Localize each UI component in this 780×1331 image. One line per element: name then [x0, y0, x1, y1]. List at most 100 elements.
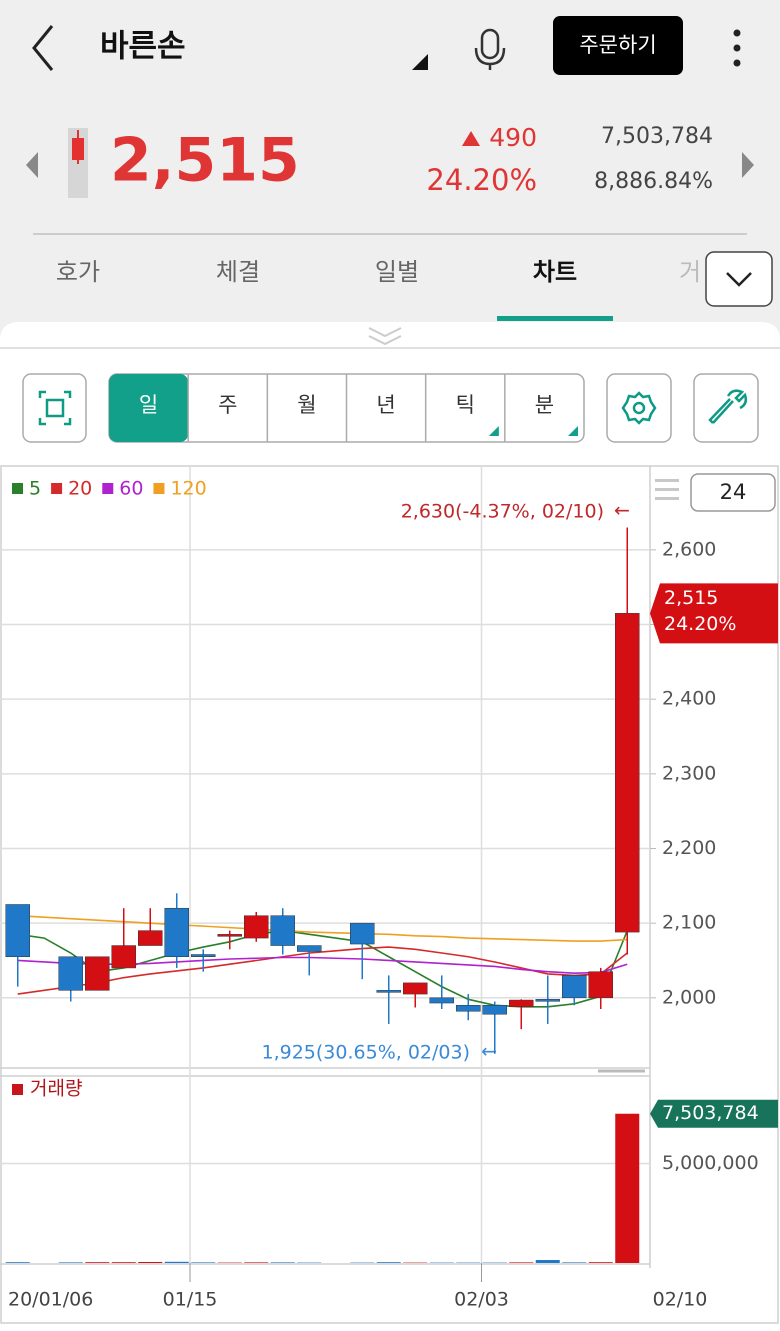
tab-more-chevron: [726, 272, 752, 287]
wrench-icon: [708, 389, 748, 424]
count-box[interactable]: [690, 473, 776, 512]
moving-average-line: [17, 946, 628, 995]
candle-body: [615, 613, 640, 933]
volume-bar: [376, 1262, 401, 1263]
price-tag: [650, 583, 778, 644]
candle-body: [509, 999, 534, 1008]
price-change: 490: [489, 123, 537, 152]
period-button[interactable]: 년: [376, 393, 395, 417]
volume-bar: [5, 1262, 30, 1263]
volume-bar: [111, 1262, 136, 1263]
price-tag-price: 2,515: [664, 587, 718, 609]
y-tick-label: 2,100: [662, 912, 716, 934]
chart-menu[interactable]: [655, 479, 679, 500]
volume-bar: [509, 1262, 534, 1263]
period-button[interactable]: 틱: [456, 393, 475, 417]
period-button[interactable]: 일: [139, 393, 158, 417]
candle-body: [217, 934, 242, 937]
labels: 2,0002,1002,2002,3002,4002,5002,6005,000…: [8, 478, 778, 1311]
y-tick-label: 2,200: [662, 837, 716, 859]
volume-bar: [85, 1262, 110, 1263]
low-annotation: 1,925(30.65%, 02/03): [262, 1042, 471, 1064]
x-tick-label: 02/10: [653, 1289, 708, 1311]
period-active: [109, 374, 189, 442]
x-tick-label: 20/01/06: [8, 1289, 93, 1311]
next-stock[interactable]: [742, 152, 754, 178]
volume-bar: [535, 1260, 560, 1263]
settings-button[interactable]: [606, 373, 672, 443]
high-annotation: 2,630(-4.37%, 02/10): [401, 501, 604, 523]
candle-body: [191, 954, 216, 957]
period-button[interactable]: 분: [535, 393, 554, 417]
volume-tick-label: 5,000,000: [662, 1152, 759, 1174]
fullscreen-button[interactable]: [22, 373, 87, 443]
prev-stock[interactable]: [26, 152, 38, 178]
volume-bar: [562, 1262, 587, 1263]
candle-body: [111, 945, 136, 969]
fullscreen-icon: [38, 390, 72, 426]
period-button[interactable]: 주: [218, 393, 237, 417]
candle-body: [350, 922, 375, 945]
tab-more-button[interactable]: [705, 251, 773, 307]
volume-bar: [164, 1261, 189, 1263]
y-tick-label: 2,400: [662, 688, 716, 710]
legend-label: 5: [29, 478, 41, 500]
change-rate: 24.20%: [426, 163, 537, 197]
current-price: 2,515: [110, 126, 300, 196]
period-submenu-mark: [488, 426, 499, 436]
collapse-handle[interactable]: [368, 327, 402, 346]
volume-bar: [191, 1262, 216, 1263]
candle-body: [297, 945, 322, 952]
legend-label: 거래량: [30, 1078, 82, 1100]
y-tick-label: 2,300: [662, 762, 716, 784]
candle-body: [58, 956, 83, 991]
grid: [0, 467, 656, 1282]
volume-bar: [58, 1262, 83, 1263]
order-button[interactable]: [553, 16, 683, 75]
volume-bar: [244, 1262, 269, 1263]
back-button[interactable]: [32, 25, 54, 71]
tab-indicator: [497, 316, 613, 321]
low-arrow: ←: [481, 1041, 497, 1063]
legend-swatch: [51, 483, 63, 494]
dropdown-arrow[interactable]: [412, 54, 428, 70]
candle-count[interactable]: 24: [720, 480, 747, 504]
legend-swatch: [153, 483, 165, 494]
candle-body: [403, 982, 428, 995]
x-tick-label: 02/03: [454, 1289, 509, 1311]
candle-body: [456, 1005, 481, 1012]
period-button[interactable]: 월: [297, 393, 316, 417]
price-tag-rate: 24.20%: [664, 613, 736, 635]
candle-body: [164, 907, 189, 957]
candle-body: [270, 915, 295, 946]
panel: [0, 322, 780, 1331]
volume-bar: [615, 1113, 640, 1263]
tab[interactable]: 차트: [533, 258, 577, 286]
x-tick-label: 01/15: [163, 1289, 218, 1311]
volume-bar: [138, 1262, 163, 1263]
tab[interactable]: 일별: [375, 258, 419, 286]
candle-body: [562, 975, 587, 999]
legend-label: 60: [119, 478, 143, 500]
moving-average-line: [17, 914, 628, 942]
candle-body: [588, 971, 613, 999]
more-menu[interactable]: [733, 29, 741, 67]
mic-button[interactable]: [474, 28, 506, 70]
turnover-rate: 8,886.84%: [594, 169, 713, 194]
candle-body: [482, 1005, 507, 1015]
up-triangle: [462, 131, 480, 146]
tab[interactable]: 체결: [216, 258, 260, 286]
legend-swatch: [12, 1084, 23, 1095]
stock-name: 바른손: [100, 29, 186, 65]
chart-frame: [0, 465, 779, 1324]
gear-icon: [621, 391, 657, 425]
candle-body: [244, 915, 269, 939]
order-button-label[interactable]: 주문하기: [579, 33, 656, 57]
candle-body: [429, 997, 454, 1004]
candle-body: [376, 990, 401, 993]
tab[interactable]: 거: [679, 258, 701, 286]
tab[interactable]: 호가: [56, 258, 100, 286]
